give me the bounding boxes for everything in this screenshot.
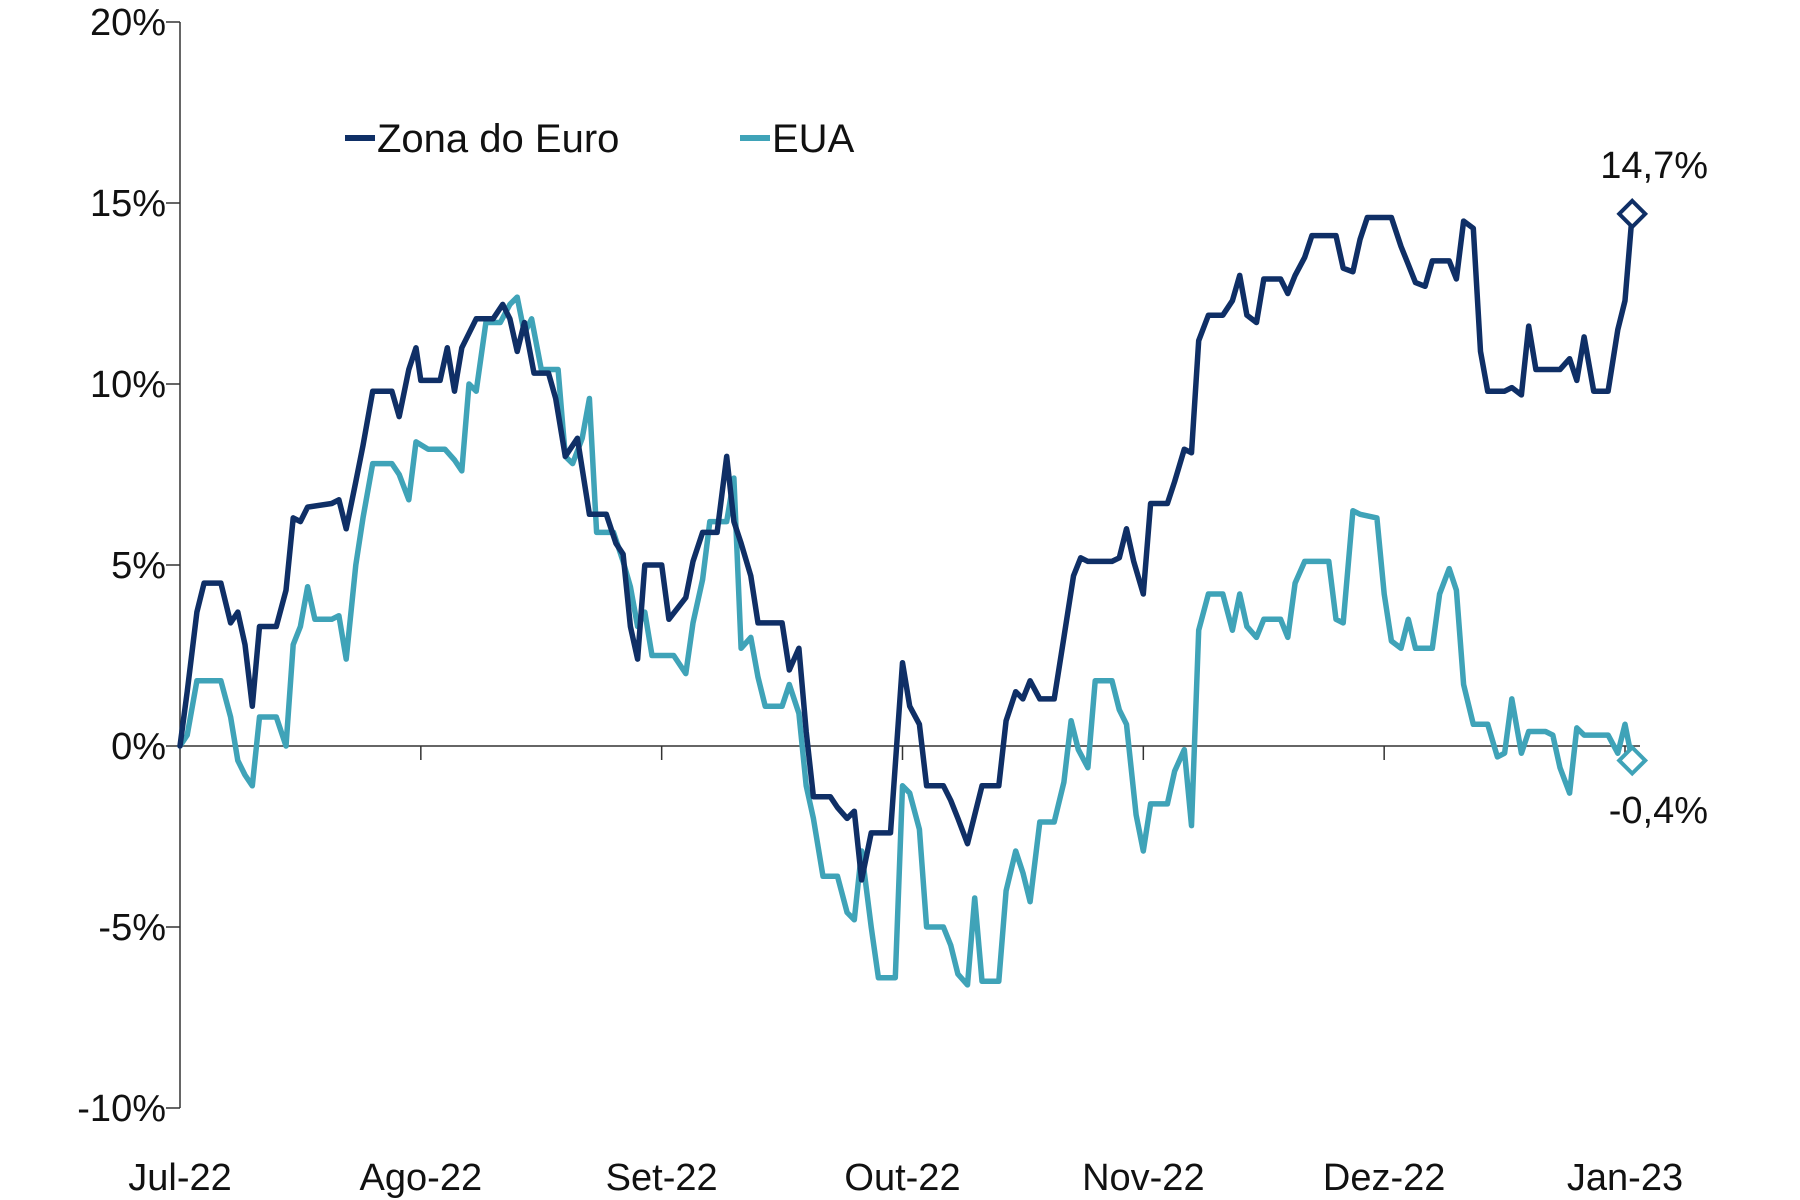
legend-label-zona-do-euro: Zona do Euro: [377, 117, 619, 161]
end-label-eua: -0,4%: [1609, 790, 1708, 832]
y-tick-label: 0%: [111, 726, 166, 768]
end-label-zona-do-euro: 14,7%: [1600, 145, 1708, 187]
y-axis: 20% 15% 10% 5% 0% -5% -10%: [77, 2, 181, 1130]
legend-label-eua: EUA: [772, 117, 855, 161]
end-marker-eua: [1616, 744, 1649, 777]
y-tick-label: 5%: [111, 545, 166, 587]
series-line-eua: [177, 294, 1635, 988]
y-tick-label: 15%: [90, 183, 166, 225]
x-tick-label: Jan-23: [1567, 1157, 1683, 1199]
y-tick-label: -10%: [77, 1088, 166, 1130]
end-labels: 14,7% -0,4%: [1600, 145, 1708, 832]
y-tick-label: 10%: [90, 364, 166, 406]
x-tick-label: Dez-22: [1323, 1157, 1446, 1199]
x-tick-label: Ago-22: [360, 1157, 483, 1199]
x-tick-label: Out-22: [844, 1157, 960, 1199]
end-marker-zona-do-euro: [1616, 198, 1649, 230]
x-tick-label: Set-22: [606, 1157, 718, 1199]
x-tick-label: Jul-22: [128, 1157, 232, 1199]
y-tick-label: -5%: [98, 907, 166, 949]
legend: Zona do Euro EUA: [345, 117, 855, 161]
series-line-zona-do-euro: [177, 211, 1635, 883]
series-layer: [177, 198, 1649, 988]
y-tick-label: 20%: [90, 2, 166, 44]
x-axis: Jul-22 Ago-22 Set-22 Out-22 Nov-22 Dez-22 Jan-…: [128, 745, 1683, 1199]
x-tick-label: Nov-22: [1082, 1157, 1205, 1199]
